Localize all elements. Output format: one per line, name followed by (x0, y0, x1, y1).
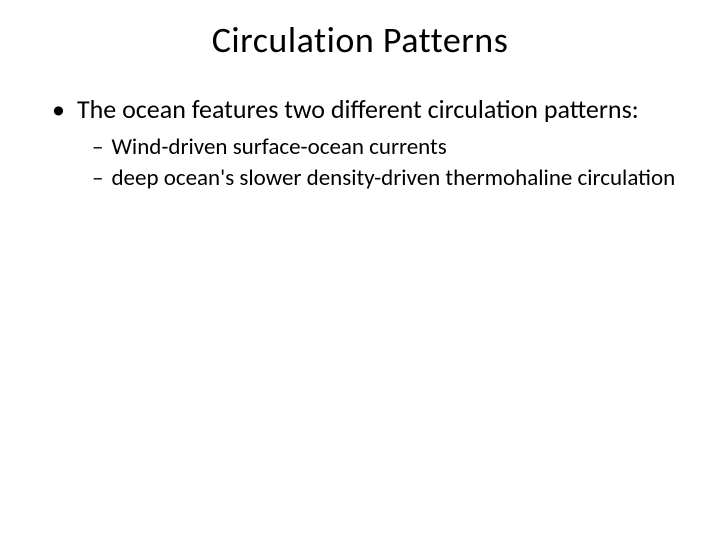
bullet-text: deep ocean's slower density-driven therm… (111, 164, 675, 193)
slide-container: Circulation Patterns • The ocean feature… (0, 0, 720, 540)
bullet-text: The ocean features two different circula… (77, 94, 639, 125)
list-item: – deep ocean's slower density-driven the… (92, 164, 680, 193)
list-item: – Wind-driven surface-ocean currents (92, 133, 680, 162)
sub-list: – Wind-driven surface-ocean currents – d… (48, 133, 680, 193)
bullet-marker: – (92, 133, 103, 162)
slide-content: • The ocean features two different circu… (40, 94, 680, 193)
list-item: • The ocean features two different circu… (48, 94, 680, 125)
bullet-marker: – (92, 164, 103, 193)
bullet-marker: • (52, 94, 65, 125)
bullet-text: Wind-driven surface-ocean currents (111, 133, 446, 162)
slide-title: Circulation Patterns (40, 18, 680, 62)
